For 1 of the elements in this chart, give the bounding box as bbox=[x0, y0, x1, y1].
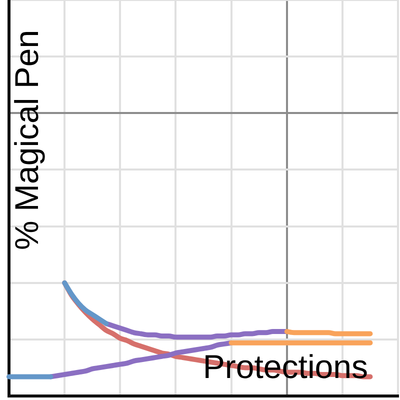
y-axis-title: % Magical Pen bbox=[8, 30, 45, 250]
